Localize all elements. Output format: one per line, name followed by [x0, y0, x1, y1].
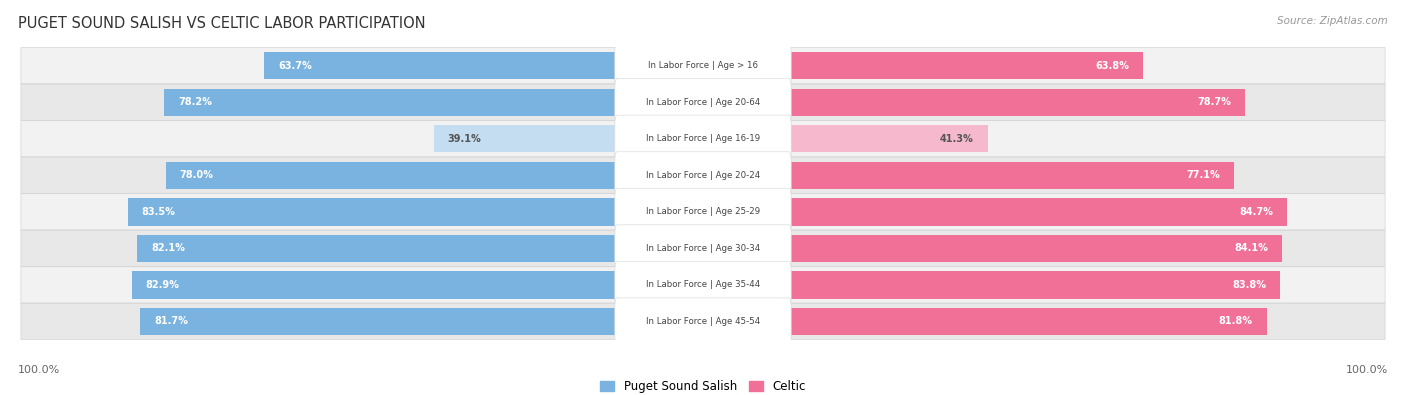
Text: 100.0%: 100.0%: [1346, 365, 1388, 375]
Bar: [703, 125, 987, 152]
Text: 100.0%: 100.0%: [18, 365, 60, 375]
Text: 82.9%: 82.9%: [146, 280, 180, 290]
Bar: [132, 271, 703, 299]
Bar: [128, 198, 703, 226]
Bar: [264, 52, 703, 79]
Text: 84.1%: 84.1%: [1234, 243, 1268, 253]
Text: In Labor Force | Age > 16: In Labor Force | Age > 16: [648, 61, 758, 70]
Text: 63.8%: 63.8%: [1095, 61, 1129, 71]
Text: 78.2%: 78.2%: [179, 97, 212, 107]
Bar: [703, 271, 1281, 299]
FancyBboxPatch shape: [614, 298, 792, 345]
Bar: [141, 308, 703, 335]
Bar: [703, 88, 1246, 116]
Legend: Puget Sound Salish, Celtic: Puget Sound Salish, Celtic: [596, 376, 810, 395]
Text: 81.7%: 81.7%: [153, 316, 188, 326]
FancyBboxPatch shape: [614, 115, 792, 162]
Text: 39.1%: 39.1%: [447, 134, 481, 144]
Text: 78.0%: 78.0%: [180, 170, 214, 180]
Text: 83.5%: 83.5%: [142, 207, 176, 217]
FancyBboxPatch shape: [21, 303, 1385, 340]
Bar: [165, 88, 703, 116]
Text: 63.7%: 63.7%: [278, 61, 312, 71]
FancyBboxPatch shape: [614, 42, 792, 89]
Bar: [703, 52, 1143, 79]
FancyBboxPatch shape: [21, 47, 1385, 84]
Text: Source: ZipAtlas.com: Source: ZipAtlas.com: [1277, 16, 1388, 26]
Text: 78.7%: 78.7%: [1198, 97, 1232, 107]
Bar: [703, 235, 1282, 262]
Text: 81.8%: 81.8%: [1219, 316, 1253, 326]
Text: 77.1%: 77.1%: [1187, 170, 1220, 180]
Bar: [166, 162, 703, 189]
Text: In Labor Force | Age 20-24: In Labor Force | Age 20-24: [645, 171, 761, 180]
FancyBboxPatch shape: [21, 230, 1385, 267]
Text: In Labor Force | Age 30-34: In Labor Force | Age 30-34: [645, 244, 761, 253]
FancyBboxPatch shape: [614, 79, 792, 126]
Text: 83.8%: 83.8%: [1233, 280, 1267, 290]
Text: In Labor Force | Age 35-44: In Labor Force | Age 35-44: [645, 280, 761, 290]
Text: In Labor Force | Age 20-64: In Labor Force | Age 20-64: [645, 98, 761, 107]
FancyBboxPatch shape: [614, 188, 792, 235]
FancyBboxPatch shape: [614, 225, 792, 272]
Text: 84.7%: 84.7%: [1239, 207, 1272, 217]
Text: In Labor Force | Age 45-54: In Labor Force | Age 45-54: [645, 317, 761, 326]
Text: In Labor Force | Age 25-29: In Labor Force | Age 25-29: [645, 207, 761, 216]
Text: PUGET SOUND SALISH VS CELTIC LABOR PARTICIPATION: PUGET SOUND SALISH VS CELTIC LABOR PARTI…: [18, 16, 426, 31]
Bar: [703, 308, 1267, 335]
FancyBboxPatch shape: [614, 152, 792, 199]
Text: In Labor Force | Age 16-19: In Labor Force | Age 16-19: [645, 134, 761, 143]
FancyBboxPatch shape: [614, 261, 792, 308]
Bar: [703, 198, 1286, 226]
FancyBboxPatch shape: [21, 120, 1385, 157]
Text: 82.1%: 82.1%: [152, 243, 186, 253]
Bar: [138, 235, 703, 262]
FancyBboxPatch shape: [21, 267, 1385, 303]
Bar: [433, 125, 703, 152]
Bar: [703, 162, 1234, 189]
FancyBboxPatch shape: [21, 194, 1385, 230]
Text: 41.3%: 41.3%: [941, 134, 974, 144]
FancyBboxPatch shape: [21, 157, 1385, 194]
FancyBboxPatch shape: [21, 84, 1385, 120]
